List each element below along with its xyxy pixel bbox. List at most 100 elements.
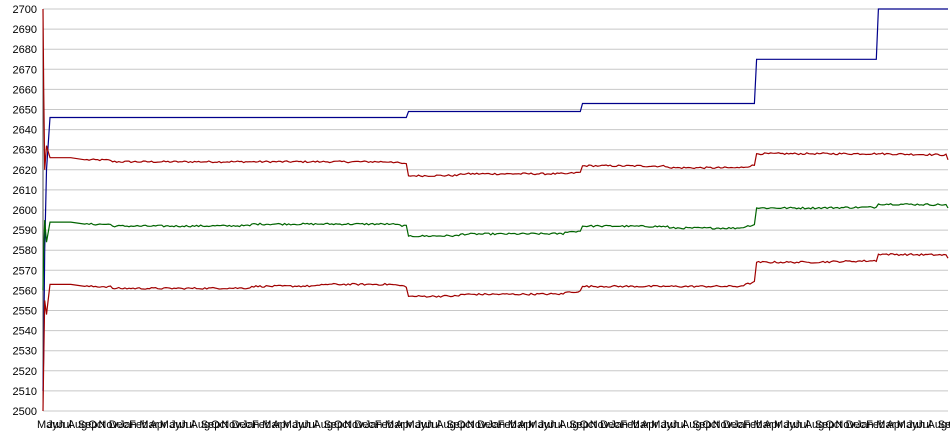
y-tick-label: 2530 <box>13 346 37 358</box>
series-line-1 <box>42 8 948 391</box>
x-tick-label: Jun <box>539 419 557 431</box>
y-tick-label: 2650 <box>13 105 37 117</box>
x-tick-label: Nov <box>344 419 364 431</box>
x-tick-label: Jan <box>365 419 383 431</box>
y-tick-label: 2660 <box>13 84 37 96</box>
y-tick-label: 2570 <box>13 265 37 277</box>
x-tick-label: Jun <box>293 419 311 431</box>
x-tick-label: Jul <box>917 419 931 431</box>
x-tick-label: Jul <box>672 419 686 431</box>
x-tick-label: Sep <box>201 419 221 431</box>
x-tick-label: Mar <box>139 419 158 431</box>
x-tick-label: Oct <box>334 419 351 431</box>
x-tick-label: Dec <box>846 419 866 431</box>
x-tick-label: Mar <box>754 419 773 431</box>
x-tick-label: Apr <box>272 419 289 431</box>
x-tick-label: May <box>406 419 427 431</box>
x-tick-label: Feb <box>866 419 885 431</box>
x-tick-label: Feb <box>743 419 762 431</box>
x-axis-tick-labels: MayJunJulAugSepOctNovDecJanFebMarAprMayJ… <box>37 419 950 431</box>
x-tick-label: Nov <box>835 419 855 431</box>
x-tick-label: Jun <box>47 419 65 431</box>
x-tick-label: Apr <box>641 419 658 431</box>
x-tick-label: May <box>528 419 549 431</box>
x-tick-label: Oct <box>580 419 597 431</box>
x-tick-label: Jun <box>661 419 679 431</box>
y-tick-label: 2550 <box>13 306 37 318</box>
x-tick-label: Dec <box>477 419 497 431</box>
x-tick-label: Jan <box>610 419 628 431</box>
y-tick-label: 2620 <box>13 165 37 177</box>
x-tick-label: Dec <box>354 419 374 431</box>
y-tick-label: 2520 <box>13 366 37 378</box>
y-tick-label: 2700 <box>13 4 37 16</box>
x-tick-label: Oct <box>702 419 719 431</box>
x-tick-label: Aug <box>68 419 88 431</box>
x-tick-label: May <box>774 419 795 431</box>
y-tick-label: 2670 <box>13 64 37 76</box>
x-tick-label: Feb <box>620 419 639 431</box>
y-tick-label: 2690 <box>13 24 37 36</box>
x-tick-label: Apr <box>887 419 904 431</box>
x-tick-label: Jan <box>242 419 260 431</box>
x-tick-label: Dec <box>723 419 743 431</box>
x-tick-label: Sep <box>692 419 712 431</box>
x-tick-label: Jun <box>170 419 188 431</box>
x-tick-label: Mar <box>262 419 281 431</box>
series-line-2 <box>42 8 949 178</box>
y-tick-label: 2610 <box>13 185 37 197</box>
x-tick-label: Sep <box>446 419 466 431</box>
x-tick-label: Oct <box>825 419 842 431</box>
x-tick-label: Sep <box>815 419 835 431</box>
x-tick-label: Dec <box>109 419 129 431</box>
x-tick-label: May <box>160 419 181 431</box>
x-tick-label: Jun <box>784 419 802 431</box>
x-tick-label: Sep <box>324 419 344 431</box>
y-tick-label: 2540 <box>13 326 37 338</box>
y-axis-tick-labels: 2500 2510 2520 2530 2540 2550 2560 2570 2580 2590… <box>13 4 37 418</box>
x-tick-label: Feb <box>252 419 271 431</box>
y-tick-label: 2510 <box>13 386 37 398</box>
y-tick-label: 2500 <box>13 406 37 418</box>
x-tick-label: Nov <box>590 419 610 431</box>
x-tick-label: Dec <box>232 419 252 431</box>
x-tick-label: Jun <box>416 419 434 431</box>
x-tick-label: Aug <box>928 419 948 431</box>
x-tick-label: Sep <box>78 419 98 431</box>
x-tick-label: Aug <box>191 419 211 431</box>
x-tick-label: Mar <box>876 419 895 431</box>
x-tick-label: Mar <box>631 419 650 431</box>
x-tick-label: Sep <box>938 419 950 431</box>
x-tick-label: Nov <box>221 419 241 431</box>
x-tick-label: Aug <box>436 419 456 431</box>
series-line-3 <box>42 203 949 291</box>
x-tick-label: May <box>37 419 58 431</box>
x-tick-label: Oct <box>948 419 950 431</box>
x-tick-label: Aug <box>313 419 333 431</box>
y-tick-label: 2590 <box>13 225 37 237</box>
x-tick-label: Oct <box>88 419 105 431</box>
x-tick-label: Mar <box>508 419 527 431</box>
x-tick-label: May <box>283 419 304 431</box>
y-tick-label: 2580 <box>13 245 37 257</box>
x-tick-label: Jul <box>549 419 563 431</box>
x-tick-label: Nov <box>467 419 487 431</box>
x-tick-label: Apr <box>150 419 167 431</box>
x-tick-label: Mar <box>385 419 404 431</box>
x-tick-label: Feb <box>498 419 517 431</box>
x-tick-label: Jul <box>795 419 809 431</box>
grid-lines <box>43 8 948 412</box>
x-tick-label: Jul <box>180 419 194 431</box>
y-tick-label: 2680 <box>13 44 37 56</box>
x-tick-label: Aug <box>682 419 702 431</box>
x-tick-label: Jan <box>119 419 137 431</box>
x-tick-label: Sep <box>569 419 589 431</box>
x-tick-label: Feb <box>375 419 394 431</box>
x-tick-label: Jul <box>303 419 317 431</box>
x-tick-label: Jan <box>487 419 505 431</box>
x-tick-label: Feb <box>129 419 148 431</box>
x-tick-label: Aug <box>805 419 825 431</box>
x-tick-label: May <box>651 419 672 431</box>
x-tick-label: Nov <box>713 419 733 431</box>
